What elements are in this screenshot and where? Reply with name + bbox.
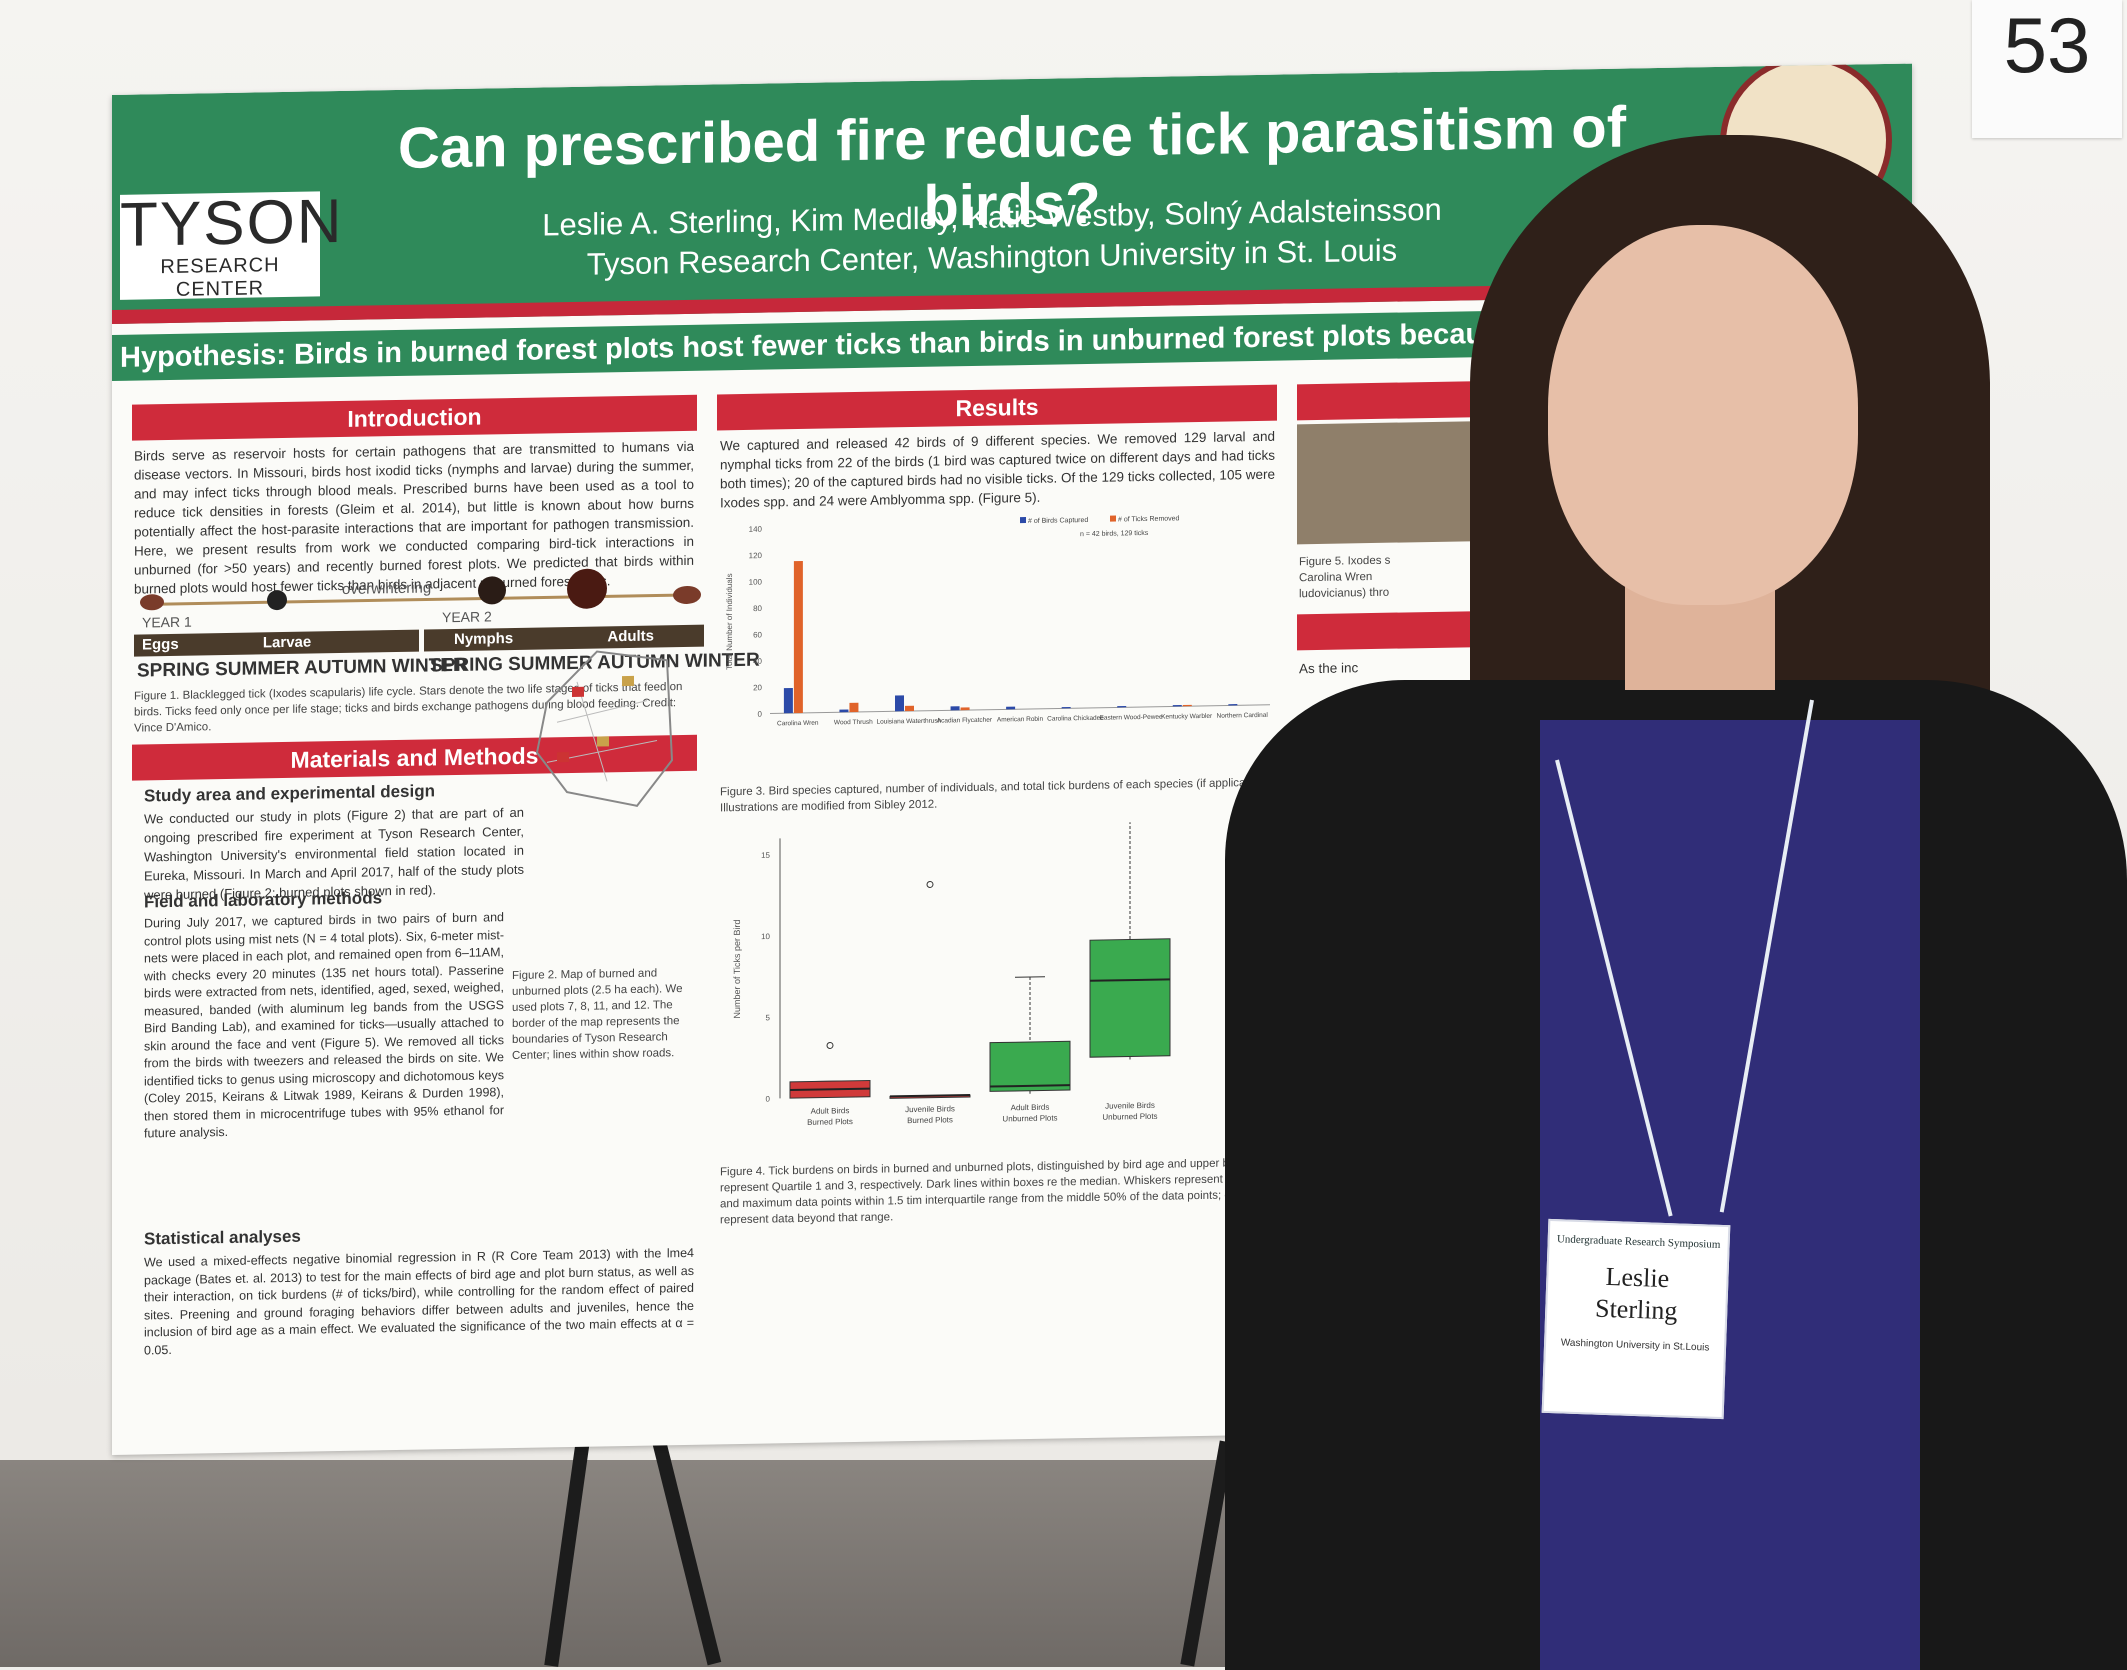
results-heading: Results — [717, 385, 1277, 431]
plot-map-figure — [527, 640, 677, 813]
x-tick-label: Juvenile Birds — [1105, 1101, 1155, 1111]
bar-birds — [1006, 707, 1015, 710]
bar-ticks — [794, 561, 803, 713]
median-line — [890, 1095, 970, 1096]
figure5-photo — [1297, 421, 1497, 544]
x-tick-label: Louisiana Waterthrush — [876, 718, 941, 726]
introduction-heading: Introduction — [132, 395, 697, 441]
y-tick-label: 5 — [766, 1013, 771, 1022]
x-tick-label: Unburned Plots — [1002, 1113, 1057, 1123]
person-face — [1548, 225, 1858, 605]
bar-birds — [1117, 706, 1126, 707]
legend-entry: # of Ticks Removed — [1118, 515, 1180, 523]
box — [990, 1041, 1070, 1091]
legend-swatch — [1110, 515, 1116, 521]
bar-ticks — [1183, 705, 1192, 706]
stage-larvae: Larvae — [263, 634, 311, 652]
y-tick-label: 0 — [766, 1095, 771, 1104]
poster-number-card: 53 — [1972, 0, 2122, 138]
bar-birds — [784, 688, 793, 713]
stats-text: We used a mixed-effects negative binomia… — [144, 1245, 694, 1360]
logo-line1: TYSON — [120, 191, 320, 256]
figure5-caption-c: ludovicianus) thro — [1299, 583, 1499, 602]
x-tick-label: Wood Thrush — [834, 719, 873, 727]
x-tick-label: Unburned Plots — [1102, 1112, 1157, 1122]
name-badge: Undergraduate Research Symposium Leslie … — [1542, 1219, 1731, 1419]
logo-line2: RESEARCH CENTER — [120, 253, 320, 302]
median-line — [990, 1085, 1070, 1086]
results-text: We captured and released 42 birds of 9 d… — [720, 427, 1275, 513]
x-tick-label: American Robin — [997, 716, 1044, 724]
figure3-bar-chart: 0 20 40 60 80 100 120 140 Total Number of Indivi… — [720, 505, 1280, 775]
x-tick-label: Northern Cardinal — [1217, 712, 1269, 720]
x-tick-label: Carolina Wren — [777, 720, 819, 728]
bar-ticks — [849, 703, 858, 712]
y-tick-label: 100 — [749, 578, 763, 587]
bar-chart-svg: 0 20 40 60 80 100 120 140 Total Number of Indivi… — [720, 505, 1280, 775]
stage-eggs: Eggs — [142, 636, 179, 654]
x-tick-label: Kentucky Warbler — [1161, 713, 1213, 721]
overwintering-label: overwintering — [342, 579, 431, 598]
figure3-caption: Figure 3. Bird species captured, number … — [720, 775, 1280, 817]
year2-label: YEAR 2 — [442, 608, 492, 625]
x-tick-label: Eastern Wood-Pewee — [1100, 714, 1163, 722]
y-tick-label: 60 — [753, 630, 762, 639]
whisker-cap — [1015, 977, 1045, 978]
x-tick-label: Acadian Flycatcher — [937, 717, 993, 725]
figure4-caption: Figure 4. Tick burdens on birds in burne… — [720, 1155, 1280, 1229]
bar-birds — [1228, 704, 1237, 705]
y-tick-label: 15 — [761, 851, 770, 860]
right-section-heading-2 — [1297, 611, 1497, 650]
field-methods-heading: Field and laboratory methods — [144, 888, 382, 912]
legend-entry: # of Birds Captured — [1028, 517, 1088, 525]
bar-ticks — [905, 706, 914, 711]
y-axis-label: Number of Ticks per Bird — [732, 919, 742, 1018]
bar-birds — [839, 710, 848, 713]
bar-ticks — [961, 707, 970, 710]
badge-header: Undergraduate Research Symposium — [1550, 1233, 1728, 1251]
y-tick-label: 80 — [753, 604, 762, 613]
bar-birds — [1173, 705, 1182, 706]
stats-heading: Statistical analyses — [144, 1227, 301, 1250]
y-tick-label: 140 — [749, 525, 763, 534]
tyson-logo: TYSON RESEARCH CENTER — [120, 191, 320, 299]
x-tick-label: Burned Plots — [807, 1117, 853, 1127]
x-tick-label: Burned Plots — [907, 1115, 953, 1125]
box — [1090, 939, 1170, 1057]
outlier-point — [927, 881, 933, 887]
outlier-point — [827, 1042, 833, 1048]
y-tick-label: 40 — [753, 657, 762, 666]
right-column-text: As the inc — [1299, 656, 1499, 678]
x-tick-label: Adult Birds — [1011, 1103, 1050, 1113]
box-plot-svg: 0 5 10 15 Number of Ticks per Bird Adult Bird… — [720, 820, 1280, 1160]
field-methods-text: During July 2017, we captured birds in t… — [144, 909, 504, 1143]
figure4-box-plot: 0 5 10 15 Number of Ticks per Bird Adult Bird… — [720, 820, 1280, 1160]
y-tick-label: 120 — [749, 551, 763, 560]
x-tick-label: Juvenile Birds — [905, 1104, 955, 1114]
year1-label: YEAR 1 — [142, 614, 192, 631]
bar-birds — [1062, 707, 1071, 708]
figure2-caption: Figure 2. Map of burned and unburned plo… — [512, 965, 692, 1064]
y-axis-label: Total Number of Individuals — [725, 573, 734, 670]
right-section-heading — [1297, 381, 1497, 420]
badge-name-line2: Sterling — [1547, 1291, 1726, 1329]
median-line — [1090, 979, 1170, 980]
median-line — [790, 1089, 870, 1090]
x-tick-label: Adult Birds — [811, 1106, 850, 1116]
study-area-heading: Study area and experimental design — [144, 781, 435, 806]
stage-nymphs: Nymphs — [454, 630, 513, 648]
y-tick-label: 0 — [758, 710, 763, 719]
x-tick-label: Carolina Chickadee — [1047, 715, 1104, 723]
legend-note: n = 42 birds, 129 ticks — [1080, 530, 1149, 538]
badge-footer: Washington University in St.Louis — [1546, 1337, 1724, 1354]
person-blue-top — [1540, 720, 1920, 1670]
bar-birds — [951, 706, 960, 710]
legend-swatch — [1020, 517, 1026, 523]
y-tick-label: 20 — [753, 683, 762, 692]
y-tick-label: 10 — [761, 932, 770, 941]
bar-birds — [895, 695, 904, 711]
